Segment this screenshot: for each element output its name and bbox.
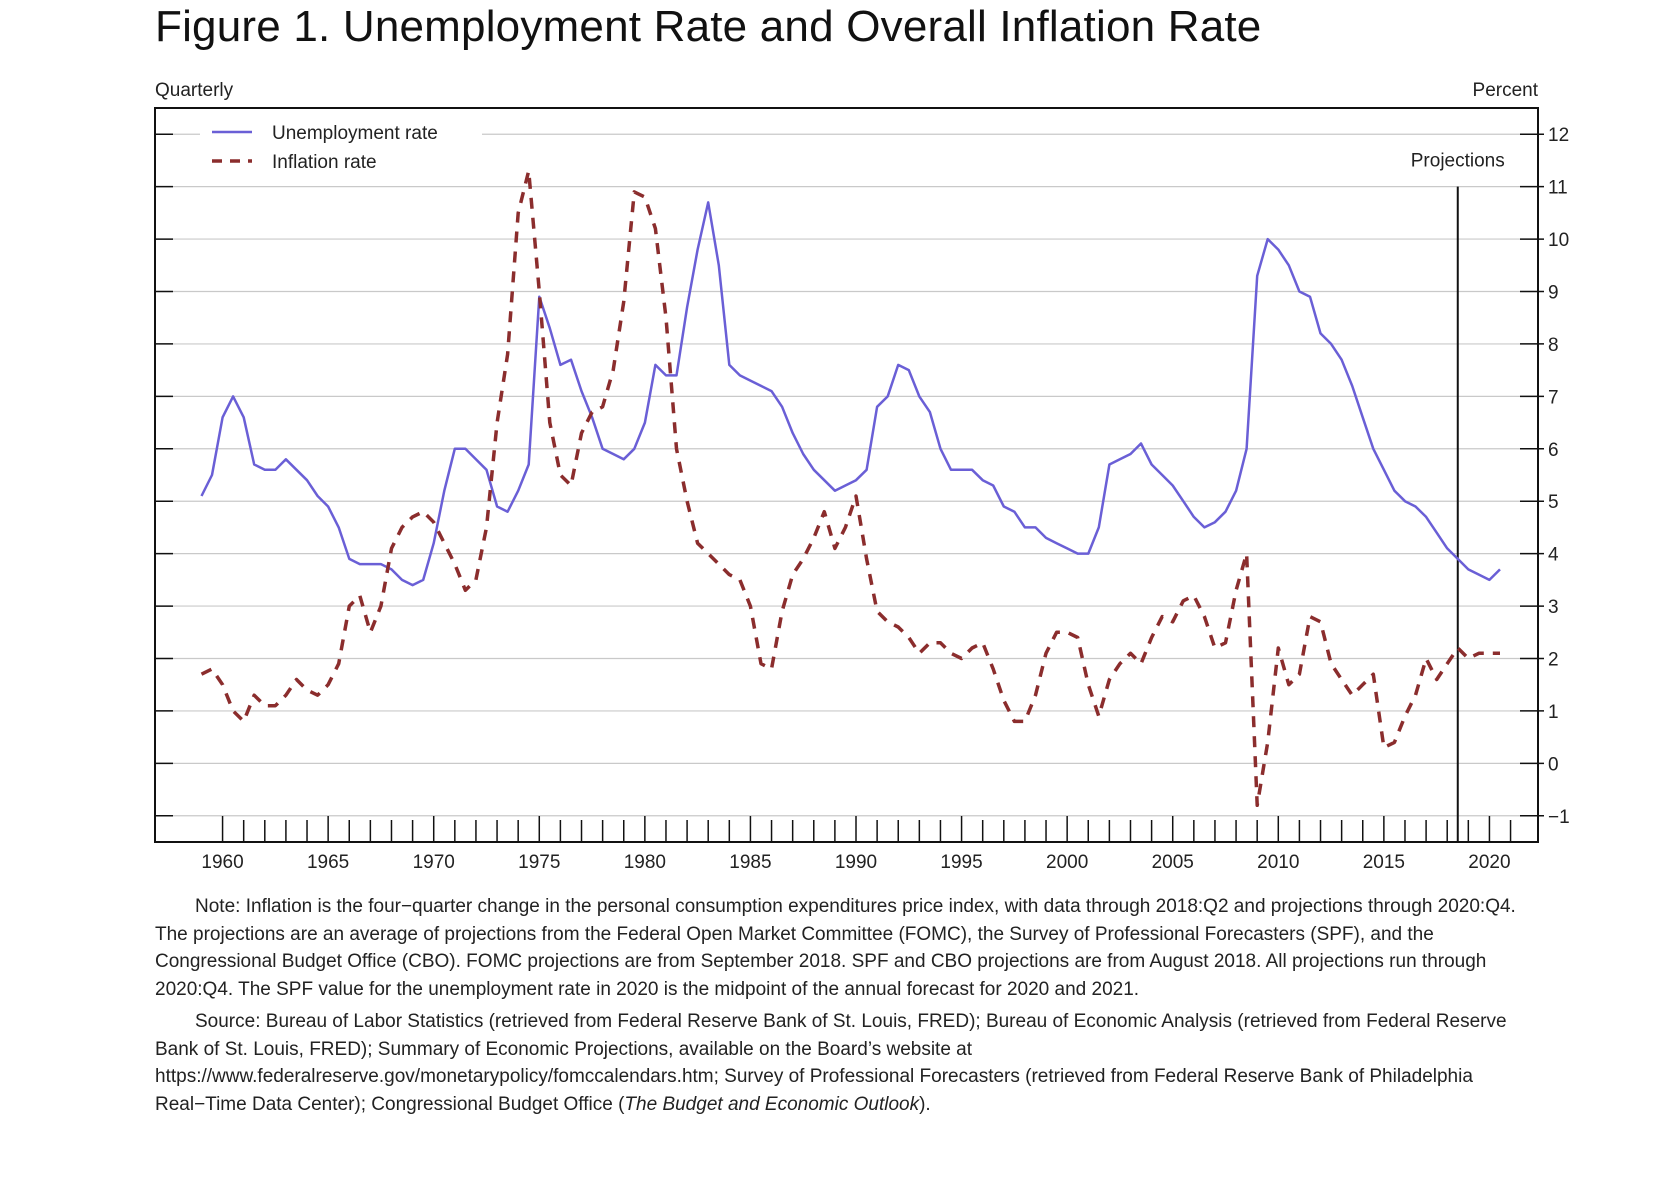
source-text: Bureau of Labor Statistics (retrieved fr… <box>155 1011 1507 1115</box>
y-tick-label: 4 <box>1548 545 1559 566</box>
legend-label-unemployment: Unemployment rate <box>272 123 438 144</box>
legend: Unemployment rate Inflation rate <box>200 116 482 178</box>
x-tick-label: 2000 <box>1046 852 1088 873</box>
x-tick-label: 1995 <box>940 852 982 873</box>
chart: Quarterly Percent 1211109876543210−11960… <box>154 80 1570 873</box>
x-tick-label: 1970 <box>413 852 455 873</box>
y-tick-label: 3 <box>1548 597 1559 618</box>
y-tick-label: 12 <box>1548 125 1569 146</box>
source-end: ). <box>919 1093 931 1115</box>
y-tick-label: 2 <box>1548 650 1559 671</box>
y-tick-label: 8 <box>1548 335 1559 356</box>
grid <box>155 133 1538 817</box>
x-tick-label: 1990 <box>835 852 877 873</box>
source-label: Source: <box>195 1011 261 1032</box>
y-tick-label: 9 <box>1548 283 1559 304</box>
x-tick-label: 2015 <box>1363 852 1405 873</box>
y-tick-label: 1 <box>1548 702 1559 723</box>
x-tick-label: 1980 <box>624 852 666 873</box>
note-paragraph: Note: Inflation is the four−quarter chan… <box>155 893 1540 1003</box>
source-publication-title: The Budget and Economic Outlook <box>624 1093 920 1115</box>
projections-label: Projections <box>1411 150 1505 171</box>
plot-frame <box>154 107 1539 843</box>
source-paragraph: Source: Bureau of Labor Statistics (retr… <box>155 1008 1540 1118</box>
x-tick-label: 2005 <box>1152 852 1194 873</box>
plot-border <box>154 107 1539 843</box>
y-tick-label: 11 <box>1548 178 1568 199</box>
figure-title: Figure 1. Unemployment Rate and Overall … <box>155 2 1262 51</box>
note-label: Note: <box>195 896 241 917</box>
x-tick-label: 2010 <box>1257 852 1299 873</box>
y-tick-label: 10 <box>1548 230 1569 251</box>
series <box>200 169 1501 808</box>
y-tick-label: 6 <box>1548 440 1559 461</box>
y-tick-label: 0 <box>1548 754 1559 775</box>
y-tick-label: 7 <box>1548 387 1559 408</box>
frequency-label: Quarterly <box>155 80 234 101</box>
series-line-inflation <box>200 169 1500 808</box>
x-tick-label: 1965 <box>307 852 349 873</box>
x-tick-label: 1975 <box>518 852 560 873</box>
legend-label-inflation: Inflation rate <box>272 152 377 173</box>
x-tick-label: 1985 <box>729 852 771 873</box>
figure-notes: Note: Inflation is the four−quarter chan… <box>155 893 1540 1123</box>
y-tick-label: −1 <box>1548 807 1570 828</box>
x-tick-label: 1960 <box>201 852 243 873</box>
note-text: Inflation is the four−quarter change in … <box>155 896 1516 1000</box>
legend-background <box>200 116 482 178</box>
y-axis-label: Percent <box>1473 80 1539 101</box>
x-tick-label: 2020 <box>1468 852 1510 873</box>
projections-marker: Projections <box>1411 150 1505 842</box>
series-line-unemployment <box>200 201 1501 587</box>
y-tick-label: 5 <box>1548 492 1559 513</box>
